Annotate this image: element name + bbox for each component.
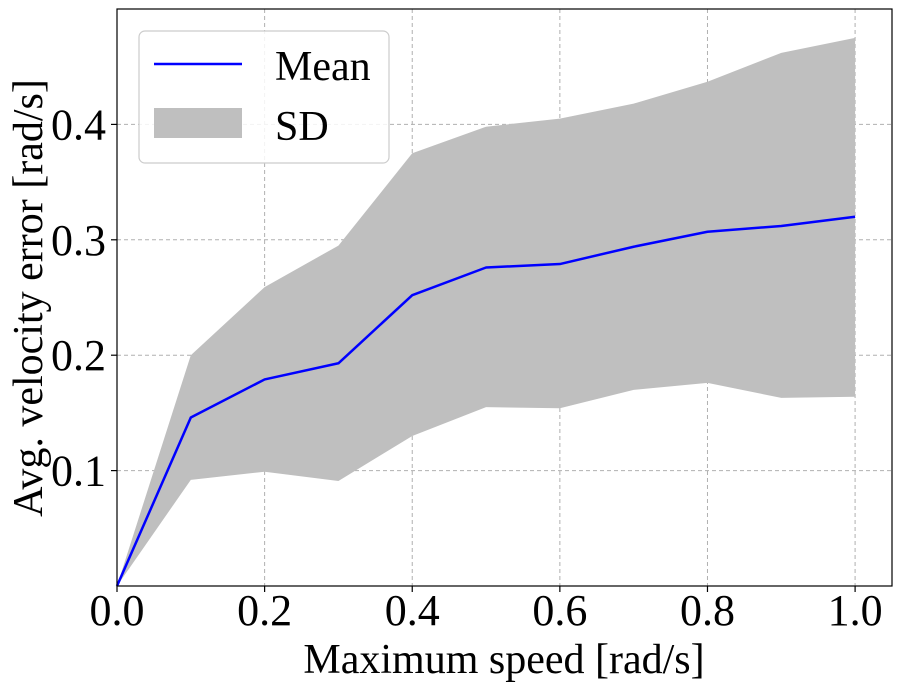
legend: Mean SD bbox=[138, 30, 390, 164]
legend-sd-label: SD bbox=[275, 104, 329, 150]
x-tick-label: 0.8 bbox=[680, 586, 735, 635]
y-axis-ticks: 0.1 0.2 0.3 0.4 bbox=[51, 100, 117, 496]
x-axis-label: Maximum speed [rad/s] bbox=[303, 637, 704, 683]
mean-line bbox=[115, 215, 856, 587]
y-axis-label: Avg. velocity error [rad/s] bbox=[6, 79, 52, 517]
legend-sd-swatch bbox=[154, 108, 242, 138]
x-tick-label: 0.6 bbox=[532, 586, 587, 635]
x-tick-label: 1.0 bbox=[828, 586, 883, 635]
x-tick-label: 0.2 bbox=[237, 586, 292, 635]
plot-frame bbox=[116, 8, 893, 587]
mean-line-layer bbox=[115, 215, 856, 587]
y-tick-label: 0.2 bbox=[51, 331, 106, 380]
sd-band-layer bbox=[117, 37, 856, 587]
x-tick-label: 0.4 bbox=[385, 586, 440, 635]
y-tick-label: 0.1 bbox=[51, 447, 106, 496]
sd-band bbox=[117, 37, 856, 587]
y-tick-label: 0.3 bbox=[51, 216, 106, 265]
x-axis-ticks: 0.0 0.2 0.4 0.6 0.8 1.0 bbox=[90, 586, 883, 635]
legend-mean-label: Mean bbox=[275, 44, 371, 90]
x-tick-label: 0.0 bbox=[90, 586, 145, 635]
y-tick-label: 0.4 bbox=[51, 100, 106, 149]
